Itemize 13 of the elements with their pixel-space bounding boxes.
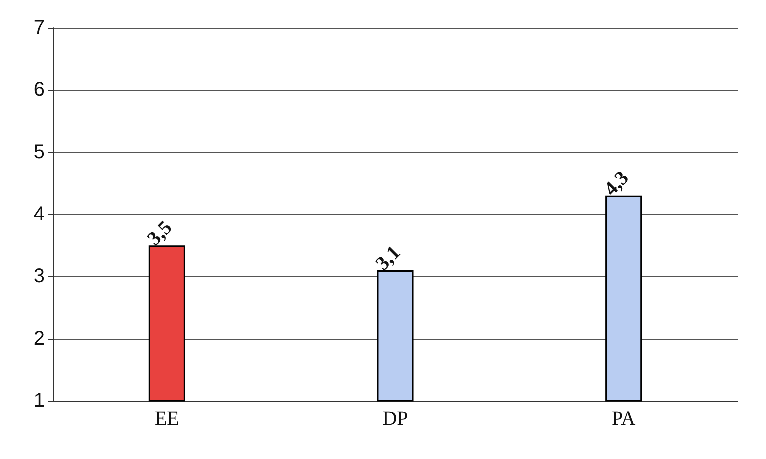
y-tick-label: 4 [34, 204, 45, 226]
x-tick-label: DP [382, 408, 408, 430]
data-label: 4,3 [600, 167, 634, 200]
y-tick-label: 6 [34, 79, 45, 102]
y-tick-label: 7 [34, 17, 45, 39]
y-tick-label: 3 [34, 266, 45, 288]
data-label: 3,1 [372, 242, 406, 275]
x-tick-label: EE [154, 408, 180, 430]
y-tick-label: 1 [34, 390, 45, 412]
y-tick-label: 5 [34, 141, 45, 164]
y-tick-label: 2 [34, 328, 45, 350]
x-tick-label: PA [612, 408, 636, 430]
data-label: 3,5 [143, 216, 177, 250]
